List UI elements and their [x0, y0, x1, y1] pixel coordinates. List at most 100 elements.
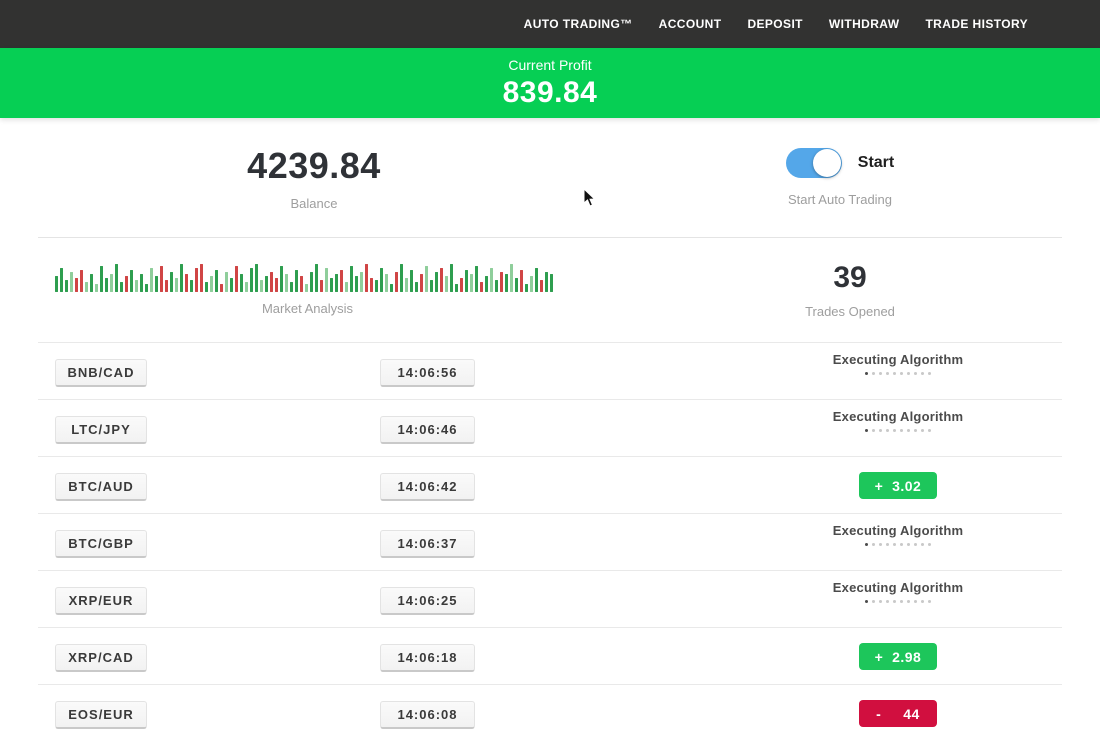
market-bar: [475, 266, 478, 292]
loading-dot: [907, 372, 910, 375]
loading-dot: [879, 543, 882, 546]
loading-dot: [879, 600, 882, 603]
loading-dot: [865, 372, 868, 375]
loading-dot: [907, 543, 910, 546]
toggle-caption: Start Auto Trading: [787, 192, 893, 207]
market-bar: [425, 266, 428, 292]
market-bar: [130, 270, 133, 292]
market-bar: [185, 274, 188, 292]
market-bar: [330, 278, 333, 292]
loading-dot: [921, 429, 924, 432]
market-bar: [85, 282, 88, 292]
trade-status-executing: Executing Algorithm: [798, 409, 998, 432]
loading-dot: [893, 600, 896, 603]
loading-dot: [865, 600, 868, 603]
market-bar: [485, 276, 488, 292]
loading-dot: [893, 543, 896, 546]
market-bar: [60, 268, 63, 292]
market-bar: [90, 274, 93, 292]
loading-dot: [879, 429, 882, 432]
market-bar: [155, 276, 158, 292]
market-bar: [225, 272, 228, 292]
market-bar: [195, 268, 198, 292]
loading-dot: [900, 429, 903, 432]
market-bar: [405, 278, 408, 292]
loading-dot: [900, 372, 903, 375]
loading-dot: [872, 372, 875, 375]
trade-status-executing: Executing Algorithm: [798, 523, 998, 546]
trade-time-badge: 14:06:08: [380, 701, 475, 729]
balance-value: 4239.84: [247, 144, 381, 186]
nav-item-withdraw[interactable]: WITHDRAW: [828, 17, 900, 31]
trade-result-badge-profit: + 3.02: [859, 472, 937, 499]
market-bar: [115, 264, 118, 292]
profit-banner: Current Profit 839.84: [0, 48, 1100, 118]
market-bar: [145, 284, 148, 292]
trade-status-executing: Executing Algorithm: [798, 352, 998, 375]
market-bar: [445, 276, 448, 292]
market-bar: [525, 284, 528, 292]
market-bar: [395, 272, 398, 292]
market-bar: [310, 272, 313, 292]
market-bar: [325, 268, 328, 292]
market-bar: [450, 264, 453, 292]
market-bar: [470, 274, 473, 292]
loading-dot: [914, 543, 917, 546]
trade-time-badge: 14:06:18: [380, 644, 475, 672]
loading-dot: [921, 600, 924, 603]
executing-label: Executing Algorithm: [832, 523, 964, 538]
trade-pair-badge: EOS/EUR: [55, 701, 147, 729]
trade-time-badge: 14:06:42: [380, 473, 475, 501]
section-divider: [38, 237, 1062, 238]
market-bar: [400, 264, 403, 292]
trade-result-badge-loss: - 44: [859, 700, 937, 727]
trade-row: EOS/EUR 14:06:08 - 44: [38, 684, 1062, 741]
market-bar: [375, 280, 378, 292]
market-bar: [135, 280, 138, 292]
market-bar: [65, 280, 68, 292]
trade-pair-badge: BNB/CAD: [55, 359, 147, 387]
market-bar: [320, 280, 323, 292]
market-bar: [515, 278, 518, 292]
trade-pair-badge: XRP/EUR: [55, 587, 147, 615]
market-bar: [335, 274, 338, 292]
auto-trading-toggle[interactable]: [785, 148, 842, 178]
loading-dots: [798, 372, 998, 375]
nav-item-account[interactable]: ACCOUNT: [658, 17, 722, 31]
trade-result-badge-profit: + 2.98: [859, 643, 937, 670]
market-bar: [260, 280, 263, 292]
market-bar: [210, 276, 213, 292]
market-bar: [390, 284, 393, 292]
loading-dot: [914, 600, 917, 603]
market-bar: [420, 274, 423, 292]
market-bar: [435, 272, 438, 292]
trade-pair-badge: XRP/CAD: [55, 644, 147, 672]
market-bar: [290, 282, 293, 292]
loading-dot: [886, 600, 889, 603]
market-bar: [100, 266, 103, 292]
market-bar: [340, 270, 343, 292]
nav-items: AUTO TRADING™ ACCOUNT DEPOSIT WITHDRAW TRADE…: [498, 15, 1028, 33]
market-bar: [95, 284, 98, 292]
market-bar: [125, 276, 128, 292]
market-bar: [350, 266, 353, 292]
market-bar: [175, 278, 178, 292]
trade-row: XRP/CAD 14:06:18 + 2.98: [38, 627, 1062, 684]
market-bar: [235, 266, 238, 292]
trade-status-executing: Executing Algorithm: [798, 580, 998, 603]
loading-dot: [872, 600, 875, 603]
market-bar: [480, 282, 483, 292]
loading-dot: [928, 600, 931, 603]
market-bar: [440, 268, 443, 292]
nav-item-trade-history[interactable]: TRADE HISTORY: [925, 17, 1028, 31]
loading-dots: [798, 543, 998, 546]
market-bar: [160, 266, 163, 292]
market-section: Market Analysis 39 Trades Opened: [0, 238, 1100, 342]
market-bar: [300, 276, 303, 292]
nav-item-deposit[interactable]: DEPOSIT: [747, 17, 803, 31]
market-bar: [200, 264, 203, 292]
toggle-knob: [812, 149, 841, 177]
loading-dot: [865, 429, 868, 432]
nav-item-auto-trading[interactable]: AUTO TRADING™: [523, 17, 633, 31]
